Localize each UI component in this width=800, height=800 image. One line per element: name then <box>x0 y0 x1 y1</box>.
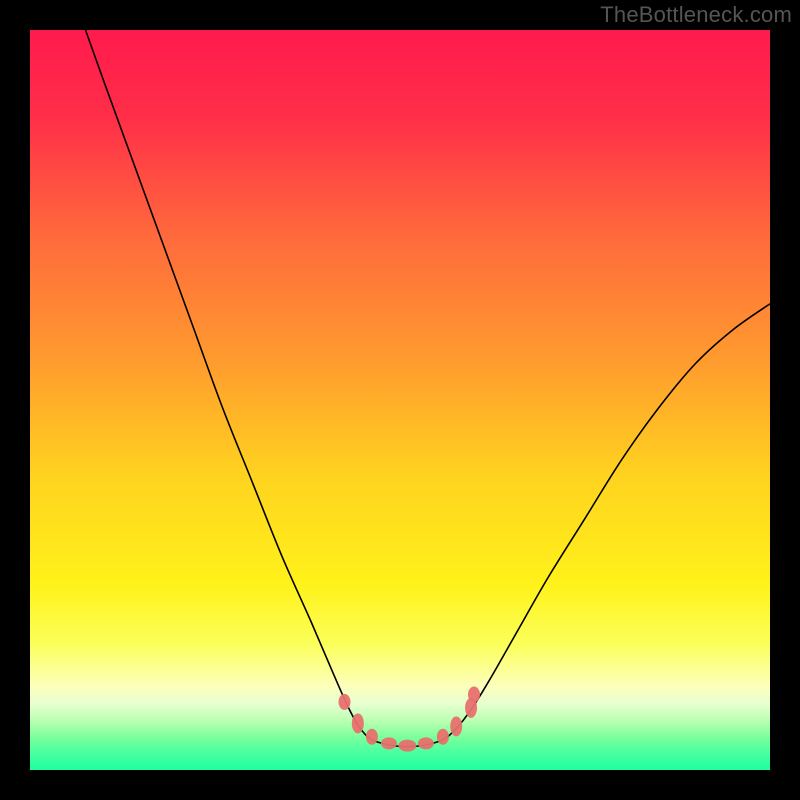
curve-marker <box>398 740 416 752</box>
chart-overlay <box>0 0 800 800</box>
curve-marker <box>418 737 434 749</box>
curve-marker <box>437 729 449 745</box>
chart-frame: TheBottleneck.com <box>0 0 800 800</box>
curve-marker <box>352 713 364 733</box>
watermark-text: TheBottleneck.com <box>600 2 792 28</box>
curve-marker <box>468 687 480 703</box>
curve-marker <box>366 729 378 745</box>
curve-marker <box>450 716 462 736</box>
curve-marker <box>381 737 397 749</box>
bottleneck-curve <box>86 30 771 747</box>
curve-marker <box>339 694 351 710</box>
